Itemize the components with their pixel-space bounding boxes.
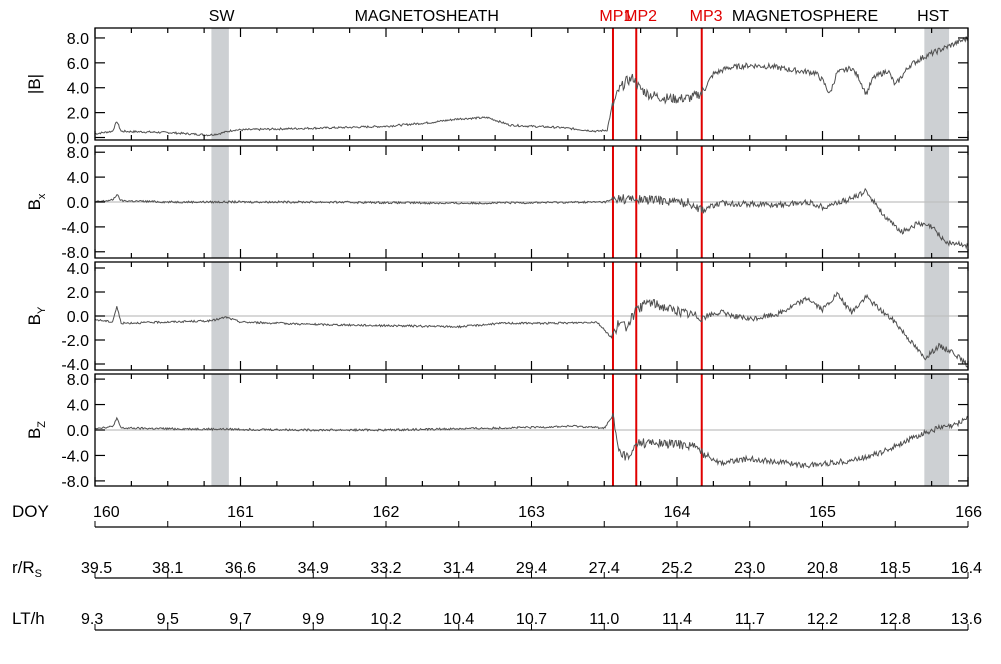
bottom-axis-value: 165 <box>809 504 836 521</box>
bottom-axis-value: 20.8 <box>807 560 838 577</box>
shaded-interval <box>924 28 950 140</box>
y-axis-label: |B| <box>25 74 44 94</box>
bottom-axis-value: 10.7 <box>516 611 547 628</box>
bottom-axis-value: 16.4 <box>951 560 982 577</box>
bottom-axis-value: 166 <box>955 504 982 521</box>
region-label: SW <box>209 8 236 25</box>
y-tick-label: -8.0 <box>61 474 89 491</box>
bottom-axis-value: 12.8 <box>880 611 911 628</box>
y-tick-label: 4.0 <box>67 261 89 278</box>
region-label: MAGNETOSHEATH <box>355 8 499 25</box>
series-line <box>95 36 968 137</box>
bottom-axis-value: 10.2 <box>370 611 401 628</box>
series-line <box>95 187 968 250</box>
bottom-axis-value: 9.5 <box>157 611 179 628</box>
y-tick-label: 4.0 <box>67 398 89 415</box>
bottom-axis-value: 18.5 <box>880 560 911 577</box>
field-panels: 0.0 2.0 4.0 6.0 8.0 |B| -8.0 -4.0 0.0 4.0 8.0 Bx -4.… <box>25 27 969 491</box>
bottom-axis-value: 10.4 <box>443 611 474 628</box>
bottom-axes: DOY 160 161 162 163 164 165 166 r/RS 39.5 38.1 36.6… <box>12 502 982 664</box>
y-tick-label: 0.0 <box>67 423 89 440</box>
bottom-axis-value: 31.4 <box>443 560 474 577</box>
panel-1: 0.0 2.0 4.0 6.0 8.0 |B| <box>25 27 969 148</box>
bottom-axis-4: ΛSC/°32.030.328.426.123.620.617.313.48.7… <box>12 624 982 664</box>
bottom-axis-3: LT/h 9.3 9.5 9.7 9.9 10.2 10.4 10.7 11.0 11.4 11.7… <box>12 572 982 628</box>
bottom-axis-label: DOY <box>12 502 49 521</box>
bottom-axis-value: 38.1 <box>152 560 183 577</box>
region-label: MP1 <box>599 8 632 25</box>
bottom-axis-value: 39.5 <box>81 560 112 577</box>
bottom-axis-value: 162 <box>373 504 400 521</box>
y-axis-label: BY <box>25 306 48 325</box>
panel-2: -8.0 -4.0 0.0 4.0 8.0 Bx <box>25 145 969 262</box>
region-label: MP3 <box>690 8 723 25</box>
series-line <box>95 412 968 469</box>
bottom-axis-value: 160 <box>93 504 120 521</box>
y-tick-label: -4.0 <box>61 448 89 465</box>
y-tick-label: -4.0 <box>61 357 89 374</box>
bottom-axis-value: 12.2 <box>807 611 838 628</box>
y-tick-label: 8.0 <box>67 145 89 162</box>
y-axis-label: BZ <box>25 421 48 439</box>
bottom-axis-value: 9.3 <box>81 611 103 628</box>
bottom-axis-value: 33.2 <box>370 560 401 577</box>
bottom-axis-value: 36.6 <box>225 560 256 577</box>
region-label: MP2 <box>624 8 657 25</box>
bottom-axis-label: LT/h <box>12 609 45 628</box>
panel-3: -4.0 -2.0 0.0 2.0 4.0 BY <box>25 261 969 374</box>
y-tick-label: 4.0 <box>67 81 89 98</box>
series-line <box>95 291 968 368</box>
y-tick-label: 0.0 <box>67 309 89 326</box>
y-tick-label: 0.0 <box>67 195 89 212</box>
bottom-axis-value: 11.0 <box>589 611 619 628</box>
panel-4: -8.0 -4.0 0.0 4.0 8.0 BZ <box>25 372 969 491</box>
y-tick-label: 2.0 <box>67 106 89 123</box>
region-label: MAGNETOSPHERE <box>732 8 878 25</box>
y-tick-label: 0.0 <box>67 131 89 148</box>
bottom-axis-value: 13.6 <box>951 611 982 628</box>
shaded-interval <box>211 28 229 140</box>
bottom-axis-value: 23.0 <box>734 560 765 577</box>
bottom-axis-value: 11.7 <box>735 611 765 628</box>
bottom-axis-1: DOY 160 161 162 163 164 165 166 <box>12 502 982 521</box>
y-tick-label: 2.0 <box>67 285 89 302</box>
y-tick-label: 8.0 <box>67 31 89 48</box>
y-tick-label: 8.0 <box>67 372 89 389</box>
y-axis-label: Bx <box>25 193 48 210</box>
bottom-axis-2: r/RS 39.5 38.1 36.6 34.9 33.2 31.4 29.4 27.4 25.2… <box>12 521 982 580</box>
region-label: HST <box>917 8 949 25</box>
y-tick-label: -8.0 <box>61 245 89 262</box>
bottom-axis-value: 9.9 <box>302 611 324 628</box>
bottom-axis-value: 27.4 <box>589 560 620 577</box>
y-tick-label: -4.0 <box>61 220 89 237</box>
y-tick-label: -2.0 <box>61 333 89 350</box>
y-tick-label: 6.0 <box>67 56 89 73</box>
bottom-axis-value: 25.2 <box>661 560 692 577</box>
bottom-axis-value: 164 <box>664 504 691 521</box>
bottom-axis-value: 163 <box>518 504 545 521</box>
bottom-axis-label: r/RS <box>12 558 42 580</box>
bottom-axis-value: 29.4 <box>516 560 547 577</box>
bottom-axis-value: 9.7 <box>229 611 251 628</box>
bottom-axis-value: 11.4 <box>662 611 692 628</box>
y-tick-label: 4.0 <box>67 170 89 187</box>
bottom-axis-value: 161 <box>227 504 254 521</box>
bottom-axis-value: 34.9 <box>298 560 329 577</box>
